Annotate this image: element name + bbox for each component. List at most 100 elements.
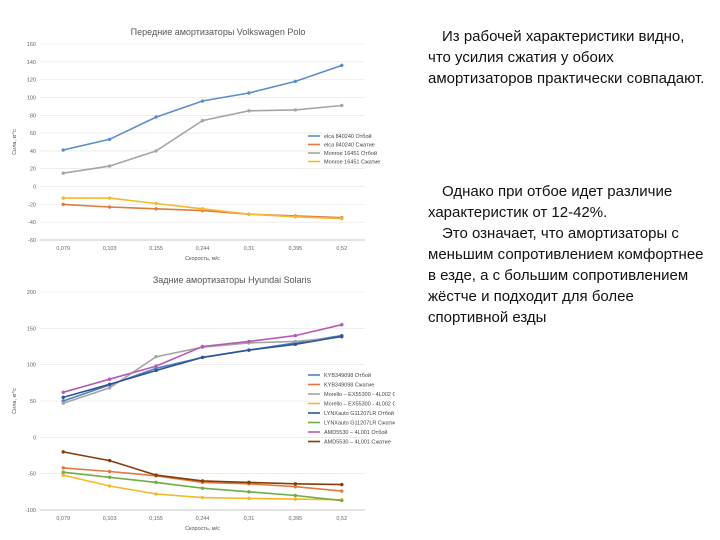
data-point-s3-3 [200,207,205,211]
data-point-s6-4 [247,339,251,344]
data-point-s7-1 [107,458,112,463]
y-tick-label: -20 [28,202,36,208]
legend-entry-3: Morello – EX55300 - 4L002 Сжатие [324,402,395,408]
chart-rear-svg: Задние амортизаторы Hyundai Solaris -100 -… [12,275,395,532]
x-tick-label: 0,155 [149,246,163,252]
legend-entry-0: elca 840240 Отбой [324,133,372,140]
legend-entry-1: KYB349098 Сжатие [324,383,374,389]
chart-title: Передние амортизаторы Volkswagen Polo [131,27,306,37]
data-point-s0-5 [293,79,298,84]
data-point-s2-6 [340,103,344,108]
data-point-s0-4 [247,91,251,95]
x-tick-label: 0,52 [336,246,347,252]
data-point-s3-1 [107,196,112,200]
data-point-s7-0 [61,450,65,454]
data-point-s1-2 [154,207,158,211]
data-point-s1-5 [293,485,298,489]
data-point-s5-2 [154,480,158,485]
data-point-s0-3 [200,99,205,103]
legend-entry-4: LYNXauto G11207LR Отбой [324,410,394,417]
x-axis-label: Скорость, м/с [185,526,220,532]
data-point-s0-1 [107,137,112,142]
y-tick-label: 150 [27,326,36,332]
x-tick-label: 0,103 [103,516,117,522]
y-tick-label: 160 [27,42,36,48]
data-point-s3-1 [107,484,112,488]
text-paragraph-2: Однако при отбое идет различие характери… [428,181,708,328]
data-point-s2-1 [107,164,112,168]
data-point-s7-4 [247,480,251,485]
data-point-s1-6 [340,489,344,493]
data-point-s3-0 [61,196,65,200]
data-point-s0-6 [340,63,344,68]
x-tick-label: 0,103 [103,246,117,252]
data-point-s7-6 [340,482,344,487]
text-paragraph-1: Из рабочей характеристики видно, что уси… [428,26,708,89]
data-point-s6-3 [200,344,205,349]
data-point-s1-0 [61,466,65,470]
data-point-s5-5 [293,493,298,498]
x-tick-label: 0,395 [288,516,302,522]
x-tick-label: 0,244 [196,246,210,252]
paragraph-rebound: Однако при отбое идет различие характери… [428,183,673,221]
data-point-s4-1 [107,382,112,386]
data-point-s2-5 [293,339,298,344]
data-point-s4-2 [154,368,158,373]
data-point-s4-4 [247,348,251,352]
data-point-s5-4 [247,490,251,494]
legend-entry-0: KYB349098 Отбой [324,372,371,379]
y-tick-label: -100 [25,508,36,514]
legend-entry-7: AMD5530 – 4L001 Сжатие [324,440,391,446]
legend-entry-5: LYNXauto G11207LR Сжатие [324,421,395,427]
x-tick-label: 0,244 [196,516,210,522]
data-point-s3-4 [247,212,251,216]
x-tick-label: 0,395 [288,246,302,252]
legend-entry-3: Monroe 16451 Сжатие [324,160,380,166]
data-point-s2-2 [154,149,158,153]
data-point-s6-2 [154,364,158,368]
data-point-s4-5 [293,342,298,347]
x-tick-label: 0,31 [244,246,255,252]
y-tick-label: 100 [27,95,36,101]
data-point-s3-4 [247,496,251,501]
legend-entry-1: elca 840240 Сжатие [324,143,375,149]
data-point-s6-6 [340,323,344,327]
data-point-s2-0 [61,401,65,405]
data-point-s4-0 [61,395,65,400]
data-point-s5-6 [340,498,344,503]
data-point-s6-5 [293,333,298,338]
x-axis-label: Скорость, м/с [185,256,220,262]
data-point-s3-2 [154,492,158,496]
paragraph-conclusion: Это означает, что амортизаторы с меньшим… [428,225,704,326]
y-tick-label: 50 [30,399,36,405]
data-point-s5-3 [200,486,205,490]
y-tick-label: 20 [30,167,36,173]
chart-front-svg: Передние амортизаторы Volkswagen Polo -60… [12,27,380,262]
data-point-s3-5 [293,497,298,501]
data-point-s3-2 [154,201,158,206]
data-point-s1-0 [61,202,65,207]
data-point-s5-1 [107,475,112,479]
x-tick-label: 0,155 [149,516,163,522]
y-tick-label: 120 [27,78,36,84]
y-tick-label: 80 [30,113,36,119]
data-point-s3-3 [200,495,205,500]
data-point-s2-3 [200,118,205,123]
data-point-s7-2 [154,473,158,477]
data-point-s2-0 [61,171,65,175]
data-point-s7-5 [293,482,298,486]
y-axis-label: Сила, кг*с [12,388,18,414]
legend-entry-2: Morello – EX55300 - 4L002 Отбой [324,391,395,398]
data-point-s7-3 [200,479,205,483]
data-point-s2-5 [293,108,298,112]
y-tick-label: 40 [30,149,36,155]
data-point-s1-1 [107,205,112,209]
data-point-s0-2 [154,115,158,119]
chart-front-shock-absorbers: Передние амортизаторы Volkswagen Polo -60… [0,14,395,264]
y-tick-label: -40 [28,220,36,226]
legend-entry-2: Monroe 16451 Отбой [324,150,377,157]
y-axis-label: Сила, кг*с [12,129,18,155]
data-point-s1-1 [107,469,112,474]
y-tick-label: -50 [28,472,36,478]
data-point-s3-5 [293,215,298,219]
